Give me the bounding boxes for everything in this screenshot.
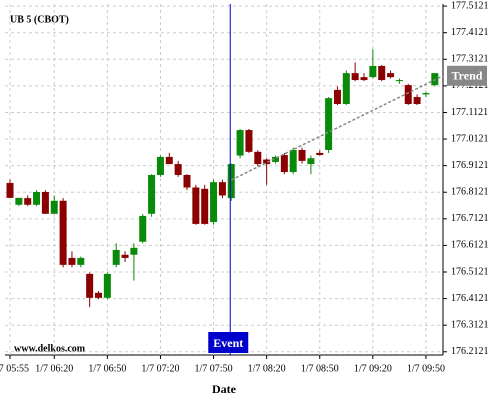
candle-body [404,85,412,104]
candle-body [148,174,156,214]
candle-body [6,182,14,198]
y-tick-label: 176.9121 [451,160,489,171]
candle-body [103,273,111,298]
y-tick-label: 177.4121 [451,27,489,38]
candle-body [254,151,262,165]
chart-title: UB 5 (CBOT) [10,14,69,25]
x-tick-label: 1/7 05:55 [0,363,29,374]
y-tick-label: 176.7121 [451,213,489,224]
candle-body [422,93,430,95]
candle-body [413,97,421,104]
candle-body [95,292,102,298]
x-tick-label: 1/7 09:50 [407,363,445,374]
x-tick-label: 1/7 08:50 [301,363,339,374]
y-tick-label: 176.5121 [451,266,489,277]
candle-body [218,182,226,196]
candle-body [77,257,85,265]
candle-body [112,249,120,265]
candle-body [41,191,49,214]
candle-body [289,149,297,173]
candle-body [68,257,76,265]
trend-line [230,75,444,181]
candle-body [24,198,32,205]
x-tick-label: 1/7 06:20 [35,363,73,374]
y-tick-label: 176.6121 [451,240,489,251]
candle-body [183,174,191,188]
candle-body [86,273,94,298]
candle-body [245,130,253,152]
trend-label: Trend [452,69,483,83]
candle-body [210,182,218,223]
candle-body [130,247,138,255]
candle-body [369,65,377,78]
candle-body [316,152,324,156]
candle-body [236,130,244,156]
event-label-box [208,332,249,353]
candle-body [139,215,147,242]
x-tick-label: 1/7 07:50 [195,363,233,374]
y-tick-label: 177.5121 [451,0,489,11]
candle-body [33,191,41,205]
candle-body [165,156,173,165]
y-tick-label: 177.3121 [451,54,489,65]
y-tick-label: 176.3121 [451,319,489,330]
candle-body [227,164,235,199]
candle-body [342,73,350,104]
y-tick-label: 176.4121 [451,293,489,304]
y-tick-label: 177.1121 [451,107,488,118]
candle-body [50,200,58,214]
candle-body [307,158,315,165]
trend-label-box [447,65,487,86]
candle-body [121,254,129,258]
candle-body [325,98,333,150]
x-tick-label: 1/7 08:20 [248,363,286,374]
candle-body [59,200,67,265]
candle-body [387,73,395,78]
x-axis-label: Date [212,382,237,396]
candle-body [351,73,359,81]
candle-body [201,188,209,224]
candle-body [360,77,368,81]
y-tick-label: 177.0121 [451,133,489,144]
candle-body [333,89,341,104]
candle-body [263,159,271,165]
event-label: Event [213,336,243,350]
candle-body [174,164,182,175]
x-tick-label: 1/7 07:20 [141,363,179,374]
candle-body [15,197,23,205]
x-tick-label: 1/7 09:20 [354,363,392,374]
y-tick-label: 176.2121 [451,346,489,357]
candle-body [272,156,279,162]
candle-body [298,149,306,161]
y-tick-label: 176.8121 [451,187,489,198]
candle-body [156,156,164,175]
candle-body [280,155,288,173]
candle-body [395,80,403,82]
candle-body [378,65,386,81]
candle-body [192,187,200,224]
x-tick-label: 1/7 06:50 [88,363,126,374]
watermark: www.delkos.com [14,343,86,354]
